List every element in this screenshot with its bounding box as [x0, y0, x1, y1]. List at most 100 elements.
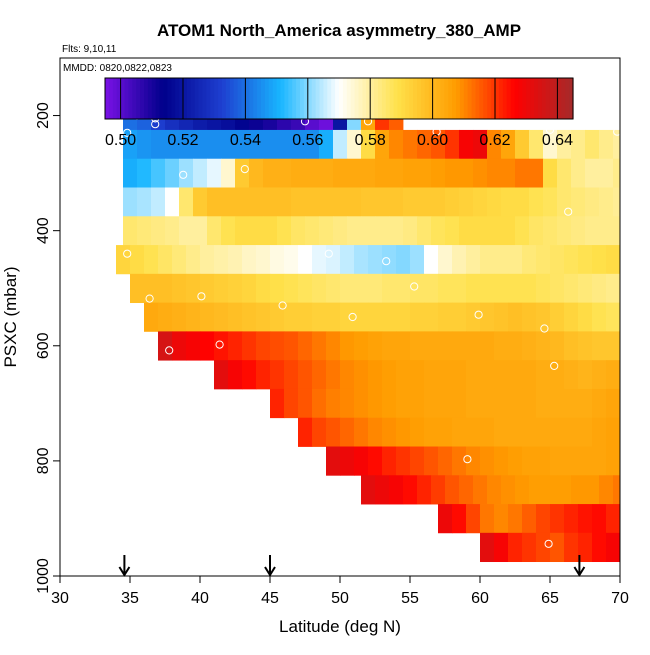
- heatmap-cell: [627, 130, 641, 159]
- colorbar-swatch: [116, 78, 122, 119]
- heatmap-cell: [473, 158, 488, 188]
- colorbar-swatch: [483, 78, 488, 119]
- heatmap-cell: [228, 360, 243, 390]
- heatmap-cell: [438, 302, 453, 332]
- heatmap-cell: [403, 129, 418, 160]
- colorbar-swatch: [487, 78, 492, 119]
- heatmap-cell: [305, 129, 320, 160]
- heatmap-cell: [536, 446, 551, 476]
- heatmap-cell: [459, 158, 474, 188]
- heatmap-cell: [620, 418, 634, 447]
- heatmap-cell: [550, 360, 565, 390]
- heatmap-cell: [522, 245, 537, 275]
- sample-marker: [145, 294, 154, 303]
- heatmap-cell: [459, 129, 474, 160]
- heatmap-cell: [508, 273, 523, 304]
- heatmap-cell: [214, 360, 229, 390]
- heatmap-cell: [172, 273, 187, 304]
- sample-marker: [240, 165, 249, 174]
- heatmap-cell: [550, 504, 565, 534]
- heatmap-cell: [319, 158, 334, 188]
- heatmap-cell: [347, 158, 362, 188]
- heatmap-cell: [564, 273, 579, 304]
- sample-marker: [540, 324, 549, 333]
- colorbar-swatch: [456, 78, 461, 119]
- chart-title: ATOM1 North_America asymmetry_380_AMP: [157, 21, 521, 40]
- heatmap-cell: [298, 417, 313, 447]
- colorbar-swatch: [108, 78, 114, 119]
- heatmap-cell: [599, 216, 614, 246]
- colorbar-swatch: [491, 78, 496, 119]
- heatmap-cell: [557, 475, 572, 505]
- heatmap-cell: [494, 273, 509, 304]
- heatmap-cell: [256, 360, 271, 390]
- heatmap-cell: [508, 331, 523, 361]
- heatmap-cell: [452, 446, 467, 476]
- colorbar-swatch: [136, 78, 141, 119]
- heatmap-cell: [522, 273, 537, 304]
- heatmap-cell: [291, 187, 306, 217]
- colorbar-swatch: [225, 78, 231, 119]
- heatmap-cell: [452, 273, 467, 304]
- colorbar-swatch: [163, 78, 168, 119]
- heatmap-cell: [340, 388, 355, 419]
- heatmap-cell: [263, 216, 278, 246]
- colorbar-swatch: [296, 78, 301, 119]
- heatmap-cell: [452, 331, 467, 361]
- colorbar-swatch: [175, 78, 180, 119]
- dates-note: MMDD: 0820,0822,0823: [63, 63, 172, 74]
- heatmap-cell: [599, 129, 614, 160]
- colorbar-swatch: [140, 78, 145, 119]
- colorbar-swatch: [444, 78, 449, 119]
- colorbar-swatch: [471, 78, 477, 119]
- heatmap-cell: [403, 475, 418, 505]
- heatmap-cell: [480, 532, 495, 563]
- colorbar-swatch: [147, 78, 153, 119]
- heatmap-cell: [494, 360, 509, 390]
- heatmap-cell: [487, 475, 502, 505]
- heatmap-cell: [557, 187, 572, 217]
- heatmap-cell: [585, 187, 600, 217]
- heatmap-cell: [501, 129, 516, 160]
- heatmap-cell: [270, 331, 285, 361]
- heatmap-cell: [445, 129, 460, 160]
- colorbar-tick-label: 0.50: [105, 132, 136, 149]
- heatmap-cell: [585, 129, 600, 160]
- heatmap-cell: [494, 245, 509, 275]
- colorbar-swatch: [241, 78, 246, 119]
- y-tick-label: 1000: [35, 558, 52, 594]
- heatmap-cell: [298, 273, 313, 304]
- colorbar-swatch: [319, 78, 324, 119]
- heatmap-cell: [466, 388, 481, 419]
- heatmap-cell: [172, 245, 187, 275]
- heatmap-cell: [158, 273, 173, 304]
- heatmap-cell: [249, 129, 264, 160]
- heatmap-cell: [480, 504, 495, 534]
- heatmap-cell: [480, 388, 495, 419]
- heatmap-cell: [368, 331, 383, 361]
- heatmap-cell: [137, 129, 152, 160]
- heatmap-cell: [494, 388, 509, 419]
- heatmap-cell: [312, 245, 327, 275]
- heatmap-cell: [473, 187, 488, 217]
- heatmap-cell: [424, 388, 439, 419]
- heatmap-cell: [431, 129, 446, 160]
- colorbar-swatch: [222, 78, 227, 119]
- heatmap-cell: [200, 302, 215, 332]
- colorbar-swatch: [233, 78, 239, 119]
- heatmap-cell: [515, 158, 530, 188]
- heatmap-cell: [480, 446, 495, 476]
- heatmap-cell: [284, 331, 299, 361]
- colorbar-swatch: [413, 78, 418, 119]
- heatmap-cell: [389, 216, 404, 246]
- heatmap-cell: [487, 129, 502, 160]
- heatmap-cell: [151, 216, 166, 246]
- heatmap-cell: [375, 216, 390, 246]
- colorbar-swatch: [300, 78, 305, 119]
- heatmap-cell: [284, 360, 299, 390]
- heatmap-cell: [277, 216, 292, 246]
- colorbar-swatch: [358, 78, 363, 119]
- heatmap-cell: [634, 274, 648, 303]
